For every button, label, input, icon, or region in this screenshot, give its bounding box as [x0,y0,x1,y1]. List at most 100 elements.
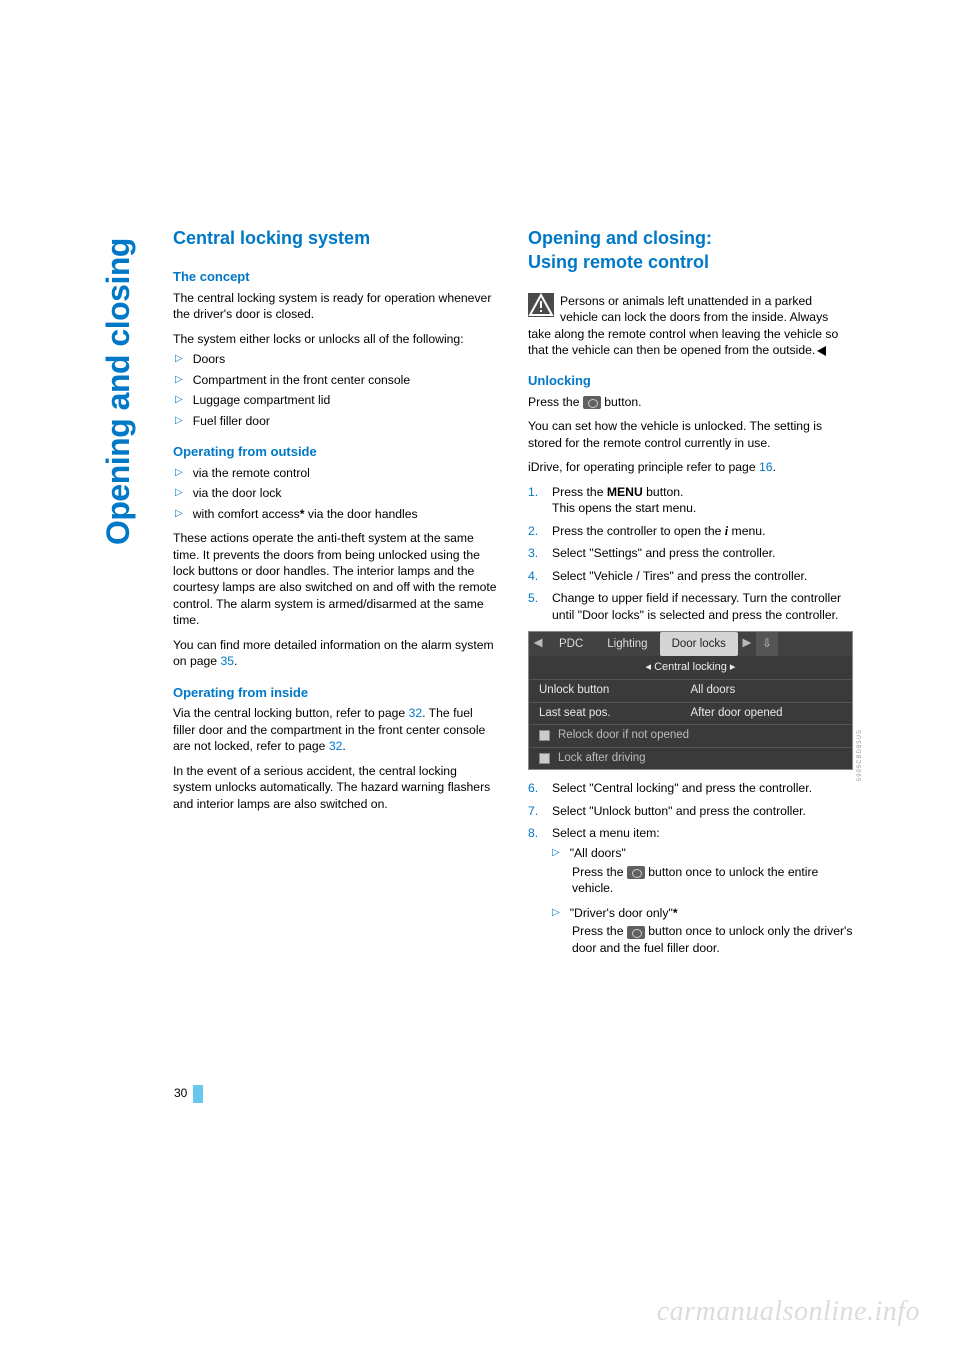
step-number: 7. [528,803,542,819]
heading-inside: Operating from inside [173,684,498,702]
outside-list: ▷ via the remote control ▷ via the door lo… [173,465,498,522]
idrive-watermark: 5995CBD85US [856,729,864,781]
page-link[interactable]: 35 [220,654,234,668]
idrive-screenshot: ◀ PDC Lighting Door locks ▶ ⇩ ◂ Central … [528,631,853,770]
bullet-icon: ▷ [175,352,183,367]
concept-para-2: The system either locks or unlocks all o… [173,331,498,347]
step-number: 2. [528,523,542,539]
step-text: Press the MENU button.This opens the sta… [552,484,696,517]
list-item: ▷ via the door lock [173,485,498,501]
bullet-icon: ▷ [552,906,560,921]
sub-item-detail: Press the button once to unlock the enti… [552,864,853,897]
page-link[interactable]: 16 [759,460,773,474]
left-column: Central locking system The concept The c… [173,226,498,964]
step-text: Select "Settings" and press the controll… [552,545,775,561]
list-item: ▷ Luggage compartment lid [173,392,498,408]
bullet-icon: ▷ [175,507,183,522]
step-text: Change to upper field if necessary. Turn… [552,590,853,623]
checkbox-icon [539,730,550,741]
checkbox-icon [539,753,550,764]
step-text: Press the controller to open the i menu. [552,523,765,539]
step-number: 1. [528,484,542,517]
idrive-tabs: ◀ PDC Lighting Door locks ▶ ⇩ [529,632,852,656]
bullet-icon: ▷ [175,373,183,388]
sub-item-text: "All doors" [570,845,626,861]
warning-text: Persons or animals left unattended in a … [528,294,838,357]
idrive-check-label: Relock door if not opened [558,728,689,744]
step-text: Select "Vehicle / Tires" and press the c… [552,568,807,584]
idrive-cell: Last seat pos. [539,706,691,722]
outside-para-1: These actions operate the anti-theft sys… [173,530,498,629]
heading-remote-2: Using remote control [528,250,853,274]
sub-item-detail: Press the button once to unlock only the… [552,923,853,956]
list-item: ▷ via the remote control [173,465,498,481]
heading-outside: Operating from outside [173,443,498,461]
page-link[interactable]: 32 [409,706,423,720]
unlock-button-icon [627,866,645,879]
page-link[interactable]: 32 [329,739,343,753]
idrive-tab: Lighting [595,632,659,656]
unlock-button-icon [583,396,601,409]
list-text: Compartment in the front center console [193,372,410,388]
unlock-para-1: Press the button. [528,394,853,410]
bullet-icon: ▷ [175,466,183,481]
inside-para-1: Via the central locking button, refer to… [173,705,498,754]
bullet-icon: ▷ [175,486,183,501]
concept-para-1: The central locking system is ready for … [173,290,498,323]
idrive-check-row: Lock after driving [529,747,852,770]
step-7: 7. Select "Unlock button" and press the … [528,803,853,819]
step-number: 5. [528,590,542,623]
bullet-icon: ▷ [552,846,560,861]
step-5: 5. Change to upper field if necessary. T… [528,590,853,623]
idrive-row: Unlock button All doors [529,679,852,702]
site-watermark: carmanualsonline.info [657,1296,920,1328]
step-6: 6. Select "Central locking" and press th… [528,780,853,796]
step-text: Select "Central locking" and press the c… [552,780,812,796]
idrive-tab: PDC [547,632,595,656]
list-item: ▷ Compartment in the front center console [173,372,498,388]
page-number: 30 [174,1085,203,1103]
sub-item-text: "Driver's door only"* [570,905,678,921]
list-text: via the door lock [193,485,282,501]
list-item: ▷ Doors [173,351,498,367]
step-number: 4. [528,568,542,584]
heading-concept: The concept [173,268,498,286]
right-arrow-icon: ▶ [738,636,756,652]
list-text: Doors [193,351,226,367]
list-item: ▷ with comfort access* via the door handl… [173,506,498,522]
unlock-para-2: You can set how the vehicle is unlocked.… [528,418,853,451]
right-column: Opening and closing: Using remote contro… [528,226,853,964]
heading-unlocking: Unlocking [528,372,853,390]
idrive-cell: Unlock button [539,683,691,699]
end-triangle-icon [817,346,826,356]
step-text: Select a menu item: [552,825,660,841]
step-8: 8. Select a menu item: [528,825,853,841]
step-number: 6. [528,780,542,796]
bullet-icon: ▷ [175,393,183,408]
list-text: Luggage compartment lid [193,392,331,408]
heading-central-locking: Central locking system [173,226,498,250]
idrive-row: Last seat pos. After door opened [529,702,852,725]
step-1: 1. Press the MENU button.This opens the … [528,484,853,517]
warning-box: Persons or animals left unattended in a … [528,293,853,359]
side-title: Opening and closing [100,238,137,545]
page-content: Central locking system The concept The c… [173,226,853,964]
idrive-cell: After door opened [691,706,843,722]
step-3: 3. Select "Settings" and press the contr… [528,545,853,561]
step-2: 2. Press the controller to open the i me… [528,523,853,539]
list-text: via the remote control [193,465,310,481]
page-number-bar [193,1085,203,1103]
idrive-tab-end-icon: ⇩ [756,632,778,656]
concept-list: ▷ Doors ▷ Compartment in the front center … [173,351,498,429]
outside-para-2: You can find more detailed information o… [173,637,498,670]
unlock-button-icon [627,926,645,939]
step-number: 8. [528,825,542,841]
left-arrow-icon: ◀ [529,636,547,652]
idrive-tab-active: Door locks [660,632,738,656]
idrive-check-label: Lock after driving [558,751,646,767]
step-text: Select "Unlock button" and press the con… [552,803,806,819]
bullet-icon: ▷ [175,414,183,429]
list-text: Fuel filler door [193,413,270,429]
inside-para-2: In the event of a serious accident, the … [173,763,498,812]
list-text: with comfort access* via the door handle… [193,506,418,522]
